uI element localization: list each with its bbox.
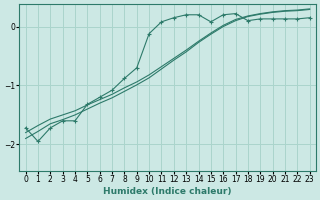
X-axis label: Humidex (Indice chaleur): Humidex (Indice chaleur) (103, 187, 232, 196)
